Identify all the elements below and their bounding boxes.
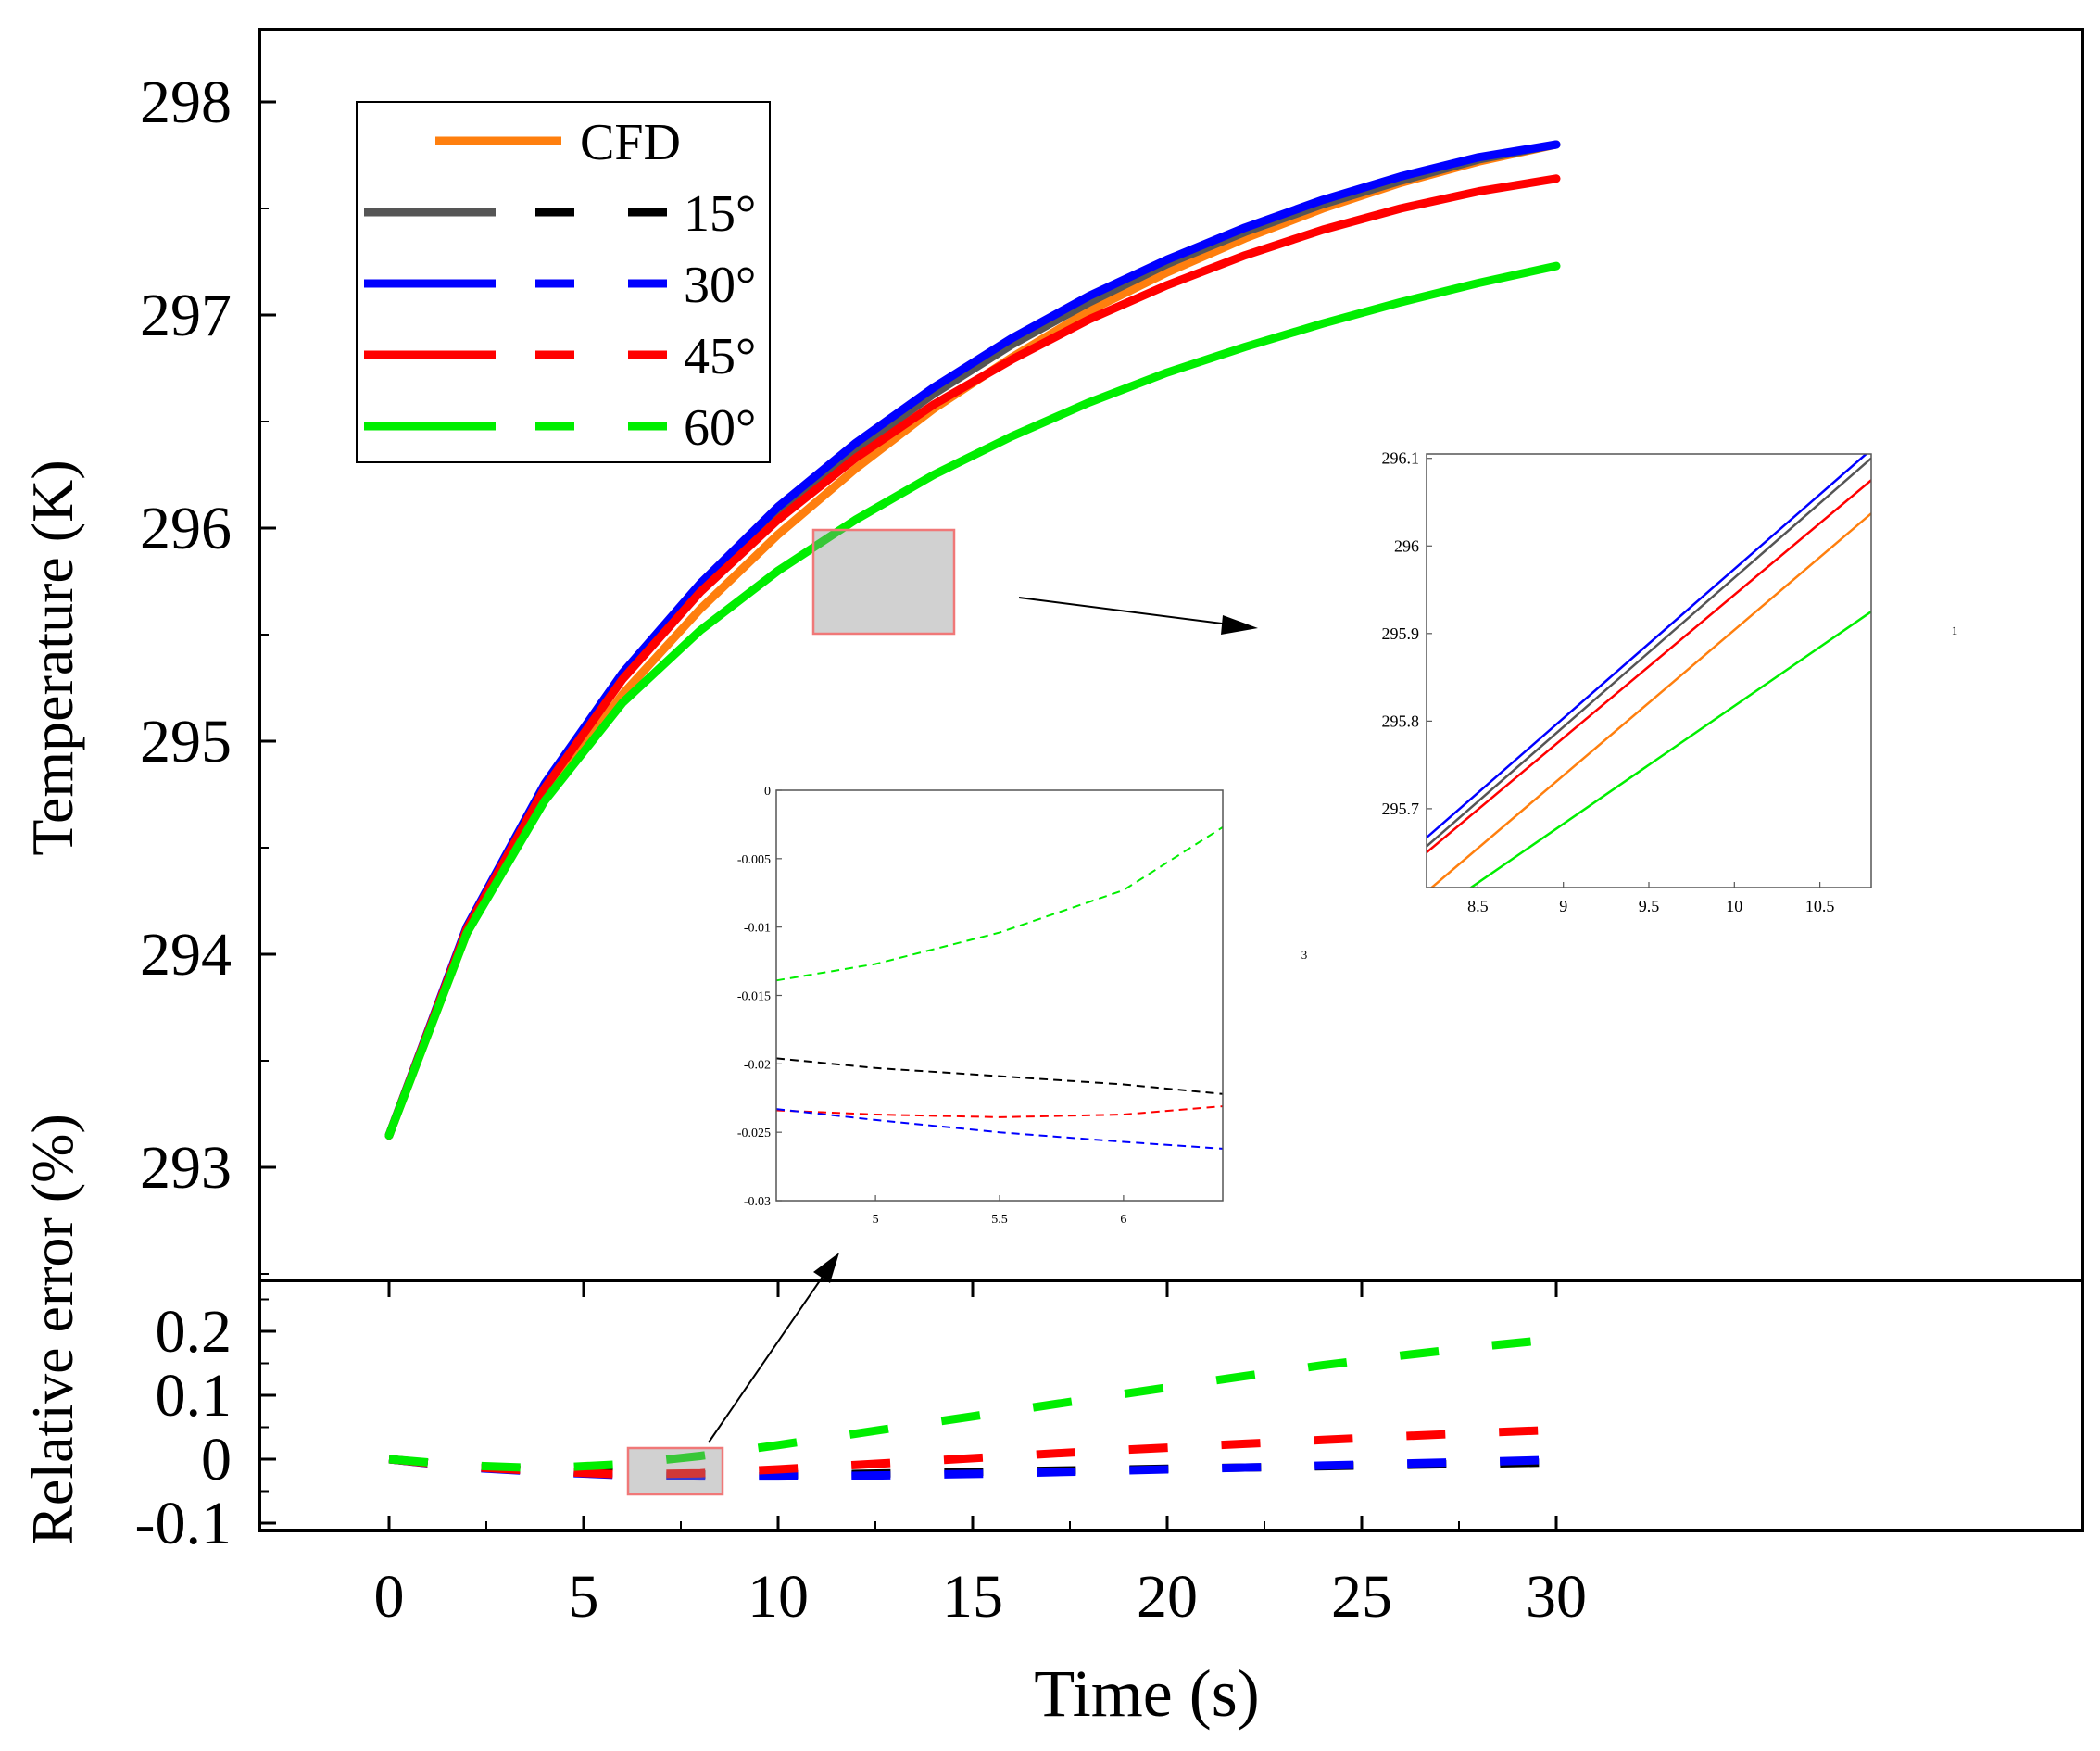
y-tick-label-temperature: 296 bbox=[140, 495, 232, 562]
inset-error-annotation: 3 bbox=[1301, 948, 1308, 962]
y-tick-label-error: -0.1 bbox=[135, 1490, 232, 1557]
inset-error-y-tick-label: -0.015 bbox=[737, 990, 771, 1004]
y-tick-label-temperature: 298 bbox=[140, 69, 232, 136]
inset-temperature-x-tick-label: 10.5 bbox=[1805, 897, 1835, 915]
inset-error-x-tick-label: 5.5 bbox=[991, 1213, 1008, 1227]
plot-frame bbox=[258, 28, 2084, 1532]
inset-temperature-axes: 8.5 9 9.5 10 10.5 295.7 295.8 295.9 296 296.1 bbox=[1382, 449, 1835, 915]
inset-temperature-line-60 bbox=[1468, 611, 1871, 888]
series-line-60 bbox=[384, 261, 1561, 1140]
main-bottom-series-lines bbox=[388, 1334, 1557, 1481]
inset-temperature-y-tick-label: 295.7 bbox=[1382, 800, 1420, 818]
y-tick-label-temperature: 297 bbox=[140, 282, 232, 349]
y-tick-label-temperature: 294 bbox=[140, 921, 232, 989]
inset-temperature-line-cfd bbox=[1429, 512, 1871, 888]
x-tick-label: 20 bbox=[1137, 1563, 1198, 1631]
inset-temperature-x-tick-label: 9.5 bbox=[1639, 897, 1660, 915]
y-axis-label-relative-error: Relative error (%) bbox=[19, 1114, 85, 1545]
legend: CFD 15° 30° 45° 60° bbox=[356, 101, 771, 463]
inset-temperature-line-30 bbox=[1427, 454, 1868, 839]
inset-error-line-45 bbox=[775, 1105, 1224, 1118]
y-tick-label-error: 0.2 bbox=[156, 1298, 233, 1366]
x-tick-label: 0 bbox=[374, 1563, 405, 1631]
inset-temperature-annotation: 1 bbox=[1952, 624, 1958, 637]
inset-error-line-15 bbox=[775, 1057, 1224, 1095]
inset-error-y-tick-label: -0.025 bbox=[737, 1127, 771, 1140]
inset-temperature-background bbox=[1427, 454, 1871, 888]
callout-arrow-temperature bbox=[1018, 597, 1238, 626]
inset-error-background bbox=[776, 790, 1223, 1201]
inset-temperature-clip bbox=[1427, 454, 1871, 888]
inset-temperature-y-tick-label: 296 bbox=[1394, 536, 1419, 555]
x-tick-label: 30 bbox=[1526, 1563, 1587, 1631]
zoom-box-temperature bbox=[811, 528, 956, 636]
inset-error-line-30 bbox=[775, 1108, 1224, 1150]
inset-temperature-y-tick-label: 295.8 bbox=[1382, 712, 1420, 730]
y-tick-label-temperature: 295 bbox=[140, 708, 232, 775]
x-tick-label: 25 bbox=[1331, 1563, 1392, 1631]
error-line-60 bbox=[388, 1334, 1557, 1473]
inset-temperature-y-tick-label: 296.1 bbox=[1382, 449, 1420, 468]
series-line-45 bbox=[384, 174, 1561, 1140]
callout-arrowhead-error bbox=[813, 1253, 839, 1283]
x-tick-label: 5 bbox=[569, 1563, 599, 1631]
zoom-box-error bbox=[626, 1446, 724, 1496]
inset-temperature-x-tick-label: 9 bbox=[1559, 897, 1567, 915]
inset-error-y-tick-label: 0 bbox=[764, 785, 771, 799]
inset-error-y-tick-label: -0.01 bbox=[744, 922, 771, 936]
axes-ticks-labels: 0 5 10 15 20 25 30293294295296297298-0.100.10.… bbox=[135, 69, 1587, 1631]
legend-label-45: 45° bbox=[684, 328, 756, 385]
inset-error-y-tick-label: -0.02 bbox=[744, 1058, 771, 1072]
callout-arrow-error bbox=[708, 1276, 824, 1443]
main-top-series-lines bbox=[384, 140, 1561, 1140]
inset-error-x-tick-label: 6 bbox=[1120, 1213, 1126, 1227]
inset-temperature-x-tick-label: 10 bbox=[1726, 897, 1742, 915]
legend-label-15: 15° bbox=[684, 185, 756, 243]
error-line-45 bbox=[388, 1425, 1557, 1480]
inset-error-series-lines bbox=[775, 826, 1224, 1150]
inset-error-y-tick-label: -0.03 bbox=[744, 1195, 771, 1209]
inset-temperature-series-lines bbox=[1427, 454, 1871, 888]
legend-label-cfd: CFD bbox=[580, 114, 681, 171]
callout-arrowhead-temperature bbox=[1221, 615, 1258, 635]
inset-error-axes: 5 5.5 6 0 -0.005 -0.01 -0.015 -0.02 -0.025 -0.03 bbox=[737, 785, 1127, 1227]
inset-temperature-line-15 bbox=[1427, 457, 1871, 848]
x-tick-label: 10 bbox=[748, 1563, 809, 1631]
y-tick-label-error: 0.1 bbox=[156, 1362, 233, 1430]
x-axis-label: Time (s) bbox=[1034, 1657, 1259, 1731]
inset-error: 5 5.5 60-0.005-0.01-0.015-0.02-0.025-0.03 … bbox=[737, 785, 1307, 1227]
inset-error-y-tick-label: -0.005 bbox=[737, 853, 771, 867]
inset-temperature-x-tick-label: 8.5 bbox=[1467, 897, 1489, 915]
y-axis-label-temperature: Temperature (K) bbox=[19, 460, 85, 855]
inset-error-line-60 bbox=[775, 826, 1224, 982]
inset-temperature: 8.5 9 9.5 10 10.5 295.7 295.8 295.9 296 296.1 1 bbox=[1382, 449, 1958, 915]
legend-label-60: 60° bbox=[684, 399, 756, 457]
inset-temperature-y-tick-label: 295.9 bbox=[1382, 624, 1420, 643]
inset-error-x-tick-label: 5 bbox=[873, 1213, 879, 1227]
inset-temperature-line-45 bbox=[1427, 479, 1871, 854]
y-tick-label-temperature: 293 bbox=[140, 1134, 232, 1202]
y-tick-label-error: 0 bbox=[201, 1426, 232, 1493]
legend-label-30: 30° bbox=[684, 257, 756, 314]
x-tick-label: 15 bbox=[942, 1563, 1003, 1631]
